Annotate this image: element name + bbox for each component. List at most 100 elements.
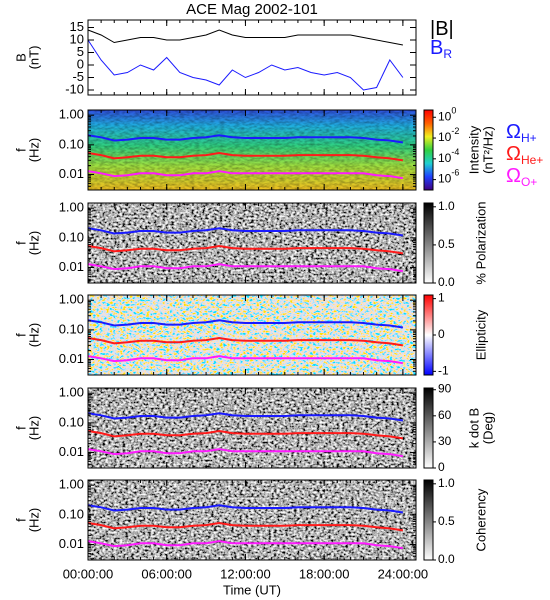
colorbar-tick-label: 0.0: [438, 275, 455, 289]
series-line: [87, 39, 404, 91]
legend-subscript: H+: [521, 131, 537, 145]
colorbar-tick-label: 0: [438, 460, 445, 474]
y-axis-label: f: [13, 426, 28, 430]
colorbar-tick-text: 1: [438, 291, 445, 305]
y-tick-label: -5: [72, 69, 84, 84]
series-line: [87, 170, 404, 180]
legend-name: Ω: [506, 121, 521, 143]
legend-entry: BR: [430, 37, 452, 61]
colorbar-tick-label: 1: [438, 291, 445, 305]
colorbar-tick-label: 60: [438, 408, 452, 422]
y-axis-label: (Hz): [26, 416, 41, 441]
colorbar-label: Ellipticity: [473, 309, 488, 360]
colorbar-tick-text: 10: [438, 109, 452, 123]
y-tick-label: 0.10: [59, 414, 84, 429]
x-axis-label: Time (UT): [223, 582, 281, 597]
series-line: [87, 227, 404, 237]
y-axis-label: (Hz): [26, 231, 41, 256]
colorbar-tick-label: 0: [438, 327, 445, 341]
y-tick-label: 0.01: [59, 259, 84, 274]
y-tick-label: 1.00: [59, 477, 84, 492]
x-tick-label: 00:00:00: [63, 566, 114, 581]
plot-frame: [87, 109, 417, 191]
x-tick-label: 12:00:00: [220, 566, 271, 581]
y-axis-label: (Hz): [26, 508, 41, 533]
y-tick-label: 0.01: [59, 166, 84, 181]
series-line: [87, 151, 404, 162]
series-line: [87, 29, 403, 46]
series-line: [87, 355, 404, 365]
colorbar-tick-text: 0.5: [438, 514, 455, 528]
legend-entry: ΩHe+: [506, 143, 543, 167]
legend-entry: ΩO+: [506, 165, 537, 189]
colorbar-tick-text: 0.0: [438, 552, 455, 566]
colorbar-tick-text: 10: [438, 130, 452, 144]
y-axis-label: f: [13, 518, 28, 522]
series-line: [87, 263, 404, 273]
y-tick-label: 1.00: [59, 107, 84, 122]
colorbar-tick-text: 0: [438, 460, 445, 474]
colorbar-label: (Deg): [480, 412, 495, 445]
y-tick-label: 0.10: [59, 229, 84, 244]
y-axis-label: f: [13, 333, 28, 337]
y-tick-label: 0: [77, 56, 84, 71]
y-axis-label: B: [13, 53, 28, 62]
series-line: [87, 319, 404, 329]
y-tick-label: 1.00: [59, 200, 84, 215]
y-tick-label: 0.01: [59, 444, 84, 459]
y-tick-label: -10: [65, 81, 84, 96]
colorbar-tick-label: 1.0: [438, 199, 455, 213]
series-line: [87, 540, 404, 550]
y-tick-label: 1.00: [59, 385, 84, 400]
y-axis-label: (Hz): [26, 138, 41, 163]
plot-frame: [87, 294, 417, 376]
colorbar-tick-text: 60: [438, 408, 452, 422]
legend-entry: |B|: [430, 18, 454, 40]
series-line: [87, 336, 404, 347]
y-tick-label: 0.10: [59, 506, 84, 521]
series-line: [87, 244, 404, 255]
colorbar-tick-label: 10-2: [438, 126, 459, 144]
spectrogram: [88, 295, 416, 375]
series-line: [87, 412, 404, 422]
colorbar-tick-label: 0.5: [438, 237, 455, 251]
spectrogram-texture: [88, 110, 416, 190]
y-tick-label: 0.01: [59, 351, 84, 366]
legend-subscript: O+: [521, 175, 537, 189]
chart-title: ACE Mag 2002-101: [186, 1, 318, 18]
spectrogram: [88, 203, 416, 283]
y-tick-label: 0.10: [59, 321, 84, 336]
y-tick-label: 5: [77, 44, 84, 59]
y-tick-label: 15: [70, 19, 84, 34]
plot-frame: [87, 202, 417, 284]
colorbar-tick-label: 0.5: [438, 514, 455, 528]
colorbar-tick-exponent: 0: [451, 106, 456, 116]
colorbar-tick-text: 90: [438, 382, 452, 396]
colorbar-tick-text: 10: [438, 172, 452, 186]
colorbar: [423, 202, 434, 284]
colorbar: [423, 294, 434, 376]
x-tick-label: 24:00:00: [378, 566, 429, 581]
colorbar-tick-text: 1.0: [438, 199, 455, 213]
colorbar-tick-label: 10-4: [438, 147, 459, 165]
legend-name: Ω: [506, 165, 521, 187]
colorbar-tick-label: 10-6: [438, 168, 459, 186]
spectrogram: [88, 480, 416, 560]
colorbar: [423, 479, 434, 561]
colorbar: [423, 109, 434, 191]
series-line: [87, 448, 404, 458]
y-tick-label: 1.00: [59, 292, 84, 307]
colorbar: [423, 387, 434, 469]
y-axis-label: f: [13, 241, 28, 245]
colorbar-tick-label: 30: [438, 434, 452, 448]
series-line: [87, 521, 404, 532]
colorbar-label: (nT²/Hz): [480, 126, 495, 174]
colorbar-tick-text: 10: [438, 151, 452, 165]
colorbar-tick-text: -1: [438, 364, 449, 378]
legend-entry: ΩH+: [506, 121, 537, 145]
colorbar-tick-text: 1.0: [438, 476, 455, 490]
colorbar-tick-label: 90: [438, 382, 452, 396]
series-line: [87, 134, 404, 144]
legend-name: B: [430, 37, 443, 59]
